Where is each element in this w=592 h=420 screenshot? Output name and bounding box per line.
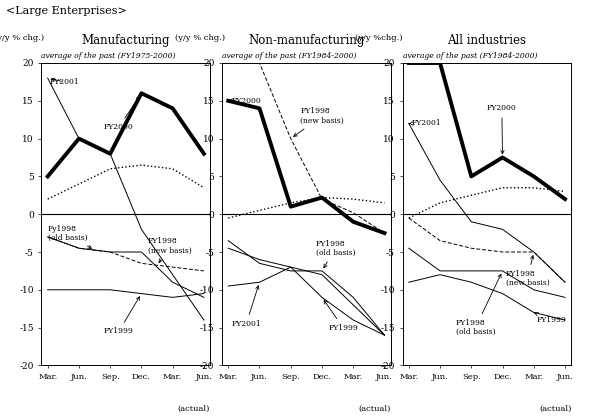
Text: (y/y %chg.): (y/y %chg.) [355,34,403,42]
Text: Fy1998
(old basis): Fy1998 (old basis) [48,225,91,249]
Text: FY1998
(new basis): FY1998 (new basis) [294,108,344,136]
Text: (actual): (actual) [178,405,210,413]
Text: FY1998
(old basis): FY1998 (old basis) [316,240,355,268]
Text: FY1999: FY1999 [535,312,567,324]
Text: <Large Enterprises>: <Large Enterprises> [6,6,127,16]
Text: (y/y % chg.): (y/y % chg.) [175,34,225,42]
Text: FY1999: FY1999 [104,297,140,336]
Text: FY1998
(new basis): FY1998 (new basis) [506,256,549,287]
Text: average of the past (FY1984-2000): average of the past (FY1984-2000) [403,52,537,60]
Text: FY2000: FY2000 [104,96,139,131]
Text: (actual): (actual) [539,405,571,413]
Text: FY1998
(new basis): FY1998 (new basis) [147,237,191,262]
Text: (y/y % chg.): (y/y % chg.) [0,34,44,42]
Text: FY2001: FY2001 [409,119,442,128]
Title: All industries: All industries [448,34,526,47]
Text: FY2001: FY2001 [231,286,261,328]
Title: Non-manufacturing: Non-manufacturing [248,34,365,47]
Text: FY2000: FY2000 [487,104,517,154]
Text: FY1999: FY1999 [324,300,358,332]
Text: average of the past (FY1975-2000): average of the past (FY1975-2000) [41,52,176,60]
Title: Manufacturing: Manufacturing [82,34,170,47]
Text: average of the past (FY1984-2000): average of the past (FY1984-2000) [222,52,356,60]
Text: (actual): (actual) [358,405,391,413]
Text: FY2000: FY2000 [229,97,261,105]
Text: FY2001: FY2001 [49,78,79,86]
Text: FY1998
(old basis): FY1998 (old basis) [456,274,501,336]
